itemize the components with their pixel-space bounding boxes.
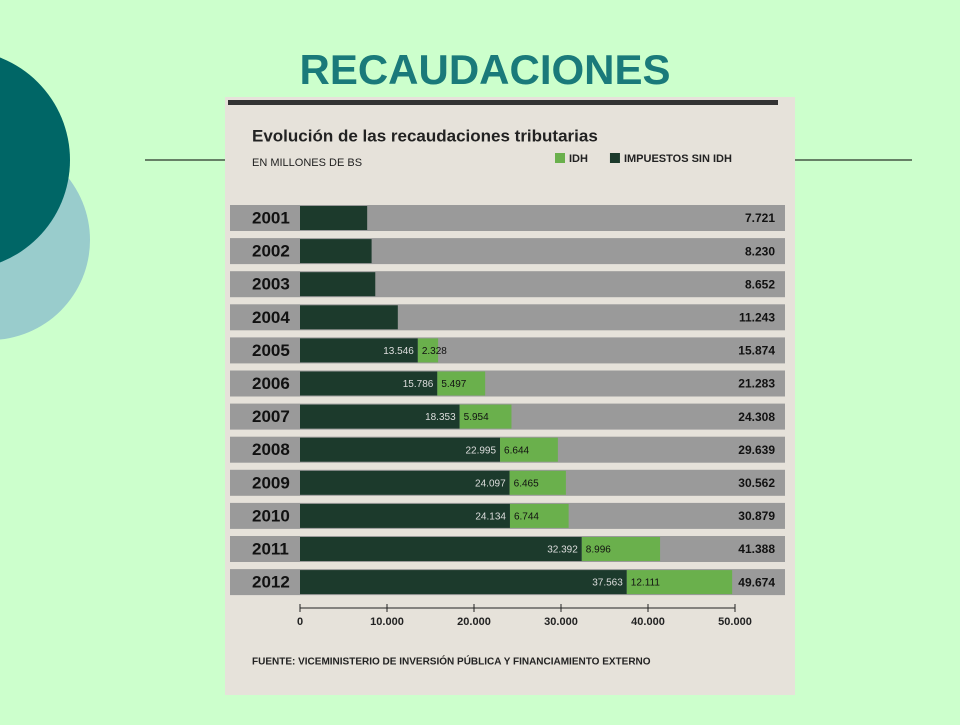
bar-segment [300, 437, 501, 462]
total-label: 7.721 [745, 211, 775, 225]
total-label: 30.562 [738, 476, 775, 490]
total-label: 8.230 [745, 244, 775, 258]
y-tick-label: 2005 [252, 341, 290, 360]
value-label: 5.954 [464, 412, 489, 423]
deco-circle-dark [0, 57, 70, 263]
total-label: 24.308 [738, 410, 775, 424]
bar-segment [300, 470, 510, 495]
bar-segment [300, 239, 372, 264]
value-label: 12.111 [631, 578, 661, 589]
source: FUENTE: VICEMINISTERIO DE INVERSIÓN PÚBL… [252, 655, 651, 668]
x-tick-label: 20.000 [457, 616, 491, 628]
value-label: 6.465 [514, 478, 539, 489]
y-tick-label: 2008 [252, 440, 290, 459]
bar-segment [300, 537, 582, 561]
total-label: 29.639 [738, 443, 775, 457]
y-tick-label: 2002 [252, 242, 290, 261]
bar-segment [437, 371, 486, 396]
chart-title: Evolución de las recaudaciones tributari… [252, 126, 598, 145]
legend-swatch [609, 153, 620, 163]
bar-segment [500, 437, 558, 462]
x-tick-label: 30.000 [544, 616, 578, 628]
bar-segment [300, 371, 438, 396]
y-tick-label: 2003 [252, 275, 290, 294]
total-label: 11.243 [739, 310, 775, 324]
x-tick-label: 0 [297, 616, 303, 628]
y-tick-label: 2010 [252, 506, 290, 525]
x-tick-label: 10.000 [370, 616, 404, 628]
y-tick-label: 2007 [252, 407, 290, 426]
total-label: 15.874 [738, 344, 775, 358]
value-label: 24.134 [475, 512, 506, 523]
total-label: 21.283 [738, 377, 775, 391]
value-label: 6.744 [514, 512, 539, 523]
value-label: 8.996 [586, 545, 611, 556]
y-tick-label: 2004 [252, 308, 290, 327]
total-label: 8.652 [745, 277, 775, 291]
bar-segment [300, 338, 418, 363]
bar-segment [509, 470, 566, 495]
value-label: 32.392 [547, 545, 578, 556]
legend-swatch [555, 153, 565, 163]
bar-segment [300, 305, 398, 330]
y-tick-label: 2006 [252, 374, 290, 393]
x-tick-label: 50.000 [718, 616, 752, 628]
bar-segment [581, 537, 661, 561]
y-tick-label: 2012 [252, 573, 290, 592]
bar-segment [417, 338, 439, 363]
value-label: 15.786 [403, 379, 434, 390]
y-tick-label: 2011 [252, 539, 289, 558]
y-tick-label: 2001 [252, 208, 290, 227]
total-label: 41.388 [738, 542, 775, 556]
bar-segment [300, 570, 627, 595]
bar-segment [509, 503, 569, 528]
legend-label: IMPUESTOS SIN IDH [624, 153, 732, 165]
value-label: 37.563 [592, 578, 623, 589]
slide-title: RECAUDACIONES [299, 46, 670, 93]
value-label: 24.097 [475, 478, 506, 489]
total-label: 30.879 [738, 509, 775, 523]
x-tick-label: 40.000 [631, 616, 665, 628]
legend-label: IDH [569, 153, 588, 165]
bar-segment [300, 404, 460, 429]
value-label: 2.328 [422, 346, 447, 357]
total-label: 49.674 [738, 575, 775, 589]
bar-segment [300, 503, 510, 528]
value-label: 18.353 [425, 412, 456, 423]
value-label: 22.995 [465, 445, 496, 456]
bar-segment [459, 404, 512, 429]
bar-segment [300, 272, 376, 297]
y-tick-label: 2009 [252, 473, 290, 492]
value-label: 13.546 [383, 346, 414, 357]
value-label: 6.644 [504, 445, 529, 456]
plot: IDH IMPUESTOS SIN IDH 2001 7.721 2002 8.230 20… [230, 153, 785, 628]
value-label: 5.497 [441, 379, 466, 390]
bar-segment [626, 570, 733, 595]
rule [228, 100, 778, 105]
bar-segment [300, 206, 368, 230]
chart-subtitle: EN MILLONES DE BS [252, 157, 362, 169]
